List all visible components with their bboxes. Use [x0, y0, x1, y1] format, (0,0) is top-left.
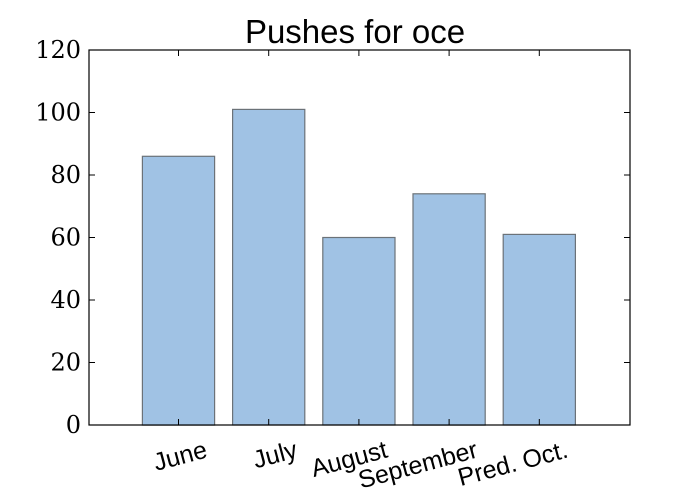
x-tick-label: July: [250, 436, 301, 475]
y-axis: 0 20 40 60 80 100 120: [35, 36, 630, 439]
y-tick-label: 60: [50, 224, 81, 252]
bar-june: [141, 155, 216, 426]
bar-september: [412, 193, 486, 426]
y-tick-label: 0: [66, 411, 81, 439]
plot-frame: [88, 49, 631, 426]
y-tick-label: 20: [50, 349, 81, 377]
bars-group: [141, 108, 577, 426]
bar-july: [232, 108, 306, 426]
y-tick-label: 100: [35, 99, 81, 127]
bar-august: [322, 236, 396, 426]
y-tick-label: 120: [35, 36, 81, 64]
y-tick-label: 80: [50, 161, 81, 189]
x-tick-label: June: [150, 436, 210, 477]
bar-pred-oct: [502, 233, 577, 426]
chart-title: Pushes for oce: [245, 13, 465, 50]
y-tick-label: 40: [50, 286, 81, 314]
